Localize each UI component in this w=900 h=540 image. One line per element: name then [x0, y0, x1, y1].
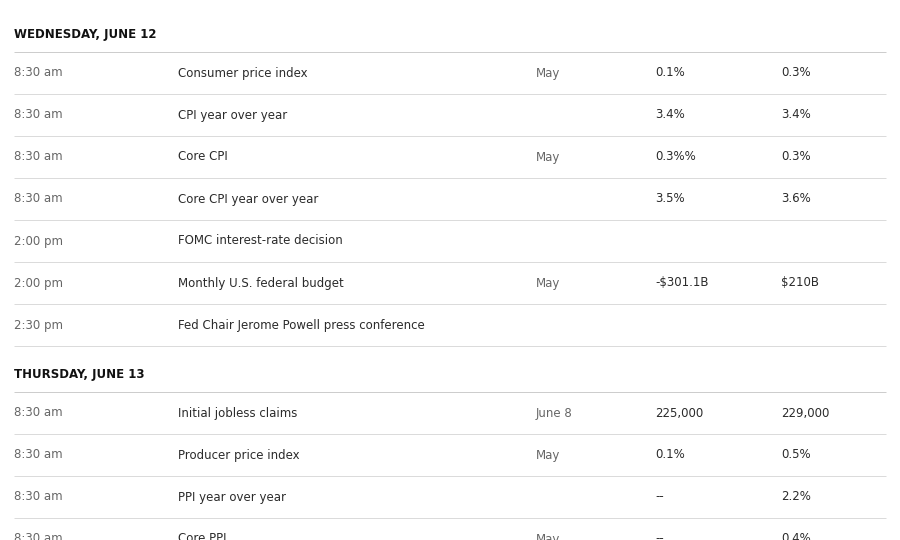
Text: 8:30 am: 8:30 am — [14, 192, 63, 206]
Text: 8:30 am: 8:30 am — [14, 109, 63, 122]
Text: 229,000: 229,000 — [781, 407, 830, 420]
Text: THURSDAY, JUNE 13: THURSDAY, JUNE 13 — [14, 368, 145, 381]
Text: 2.2%: 2.2% — [781, 490, 811, 503]
Text: 2:30 pm: 2:30 pm — [14, 319, 63, 332]
Text: Initial jobless claims: Initial jobless claims — [178, 407, 298, 420]
Text: FOMC interest-rate decision: FOMC interest-rate decision — [178, 234, 343, 247]
Text: May: May — [536, 66, 560, 79]
Text: 0.5%: 0.5% — [781, 449, 811, 462]
Text: 3.4%: 3.4% — [781, 109, 811, 122]
Text: May: May — [536, 449, 560, 462]
Text: Core PPI: Core PPI — [178, 532, 227, 540]
Text: 3.4%: 3.4% — [655, 109, 685, 122]
Text: 8:30 am: 8:30 am — [14, 151, 63, 164]
Text: 8:30 am: 8:30 am — [14, 490, 63, 503]
Text: Producer price index: Producer price index — [178, 449, 300, 462]
Text: 0.3%: 0.3% — [781, 66, 811, 79]
Text: 0.1%: 0.1% — [655, 449, 685, 462]
Text: 2:00 pm: 2:00 pm — [14, 234, 63, 247]
Text: May: May — [536, 276, 560, 289]
Text: 8:30 am: 8:30 am — [14, 532, 63, 540]
Text: -$301.1B: -$301.1B — [655, 276, 708, 289]
Text: Monthly U.S. federal budget: Monthly U.S. federal budget — [178, 276, 344, 289]
Text: 0.1%: 0.1% — [655, 66, 685, 79]
Text: 8:30 am: 8:30 am — [14, 66, 63, 79]
Text: CPI year over year: CPI year over year — [178, 109, 287, 122]
Text: May: May — [536, 532, 560, 540]
Text: Fed Chair Jerome Powell press conference: Fed Chair Jerome Powell press conference — [178, 319, 425, 332]
Text: Consumer price index: Consumer price index — [178, 66, 308, 79]
Text: 8:30 am: 8:30 am — [14, 407, 63, 420]
Text: 2:00 pm: 2:00 pm — [14, 276, 63, 289]
Text: 0.4%: 0.4% — [781, 532, 811, 540]
Text: --: -- — [655, 532, 664, 540]
Text: May: May — [536, 151, 560, 164]
Text: June 8: June 8 — [536, 407, 572, 420]
Text: PPI year over year: PPI year over year — [178, 490, 286, 503]
Text: 8:30 am: 8:30 am — [14, 449, 63, 462]
Text: 3.5%: 3.5% — [655, 192, 685, 206]
Text: 225,000: 225,000 — [655, 407, 704, 420]
Text: Core CPI: Core CPI — [178, 151, 228, 164]
Text: Core CPI year over year: Core CPI year over year — [178, 192, 319, 206]
Text: 0.3%%: 0.3%% — [655, 151, 696, 164]
Text: 0.3%: 0.3% — [781, 151, 811, 164]
Text: WEDNESDAY, JUNE 12: WEDNESDAY, JUNE 12 — [14, 29, 157, 42]
Text: --: -- — [655, 490, 664, 503]
Text: $210B: $210B — [781, 276, 819, 289]
Text: 3.6%: 3.6% — [781, 192, 811, 206]
